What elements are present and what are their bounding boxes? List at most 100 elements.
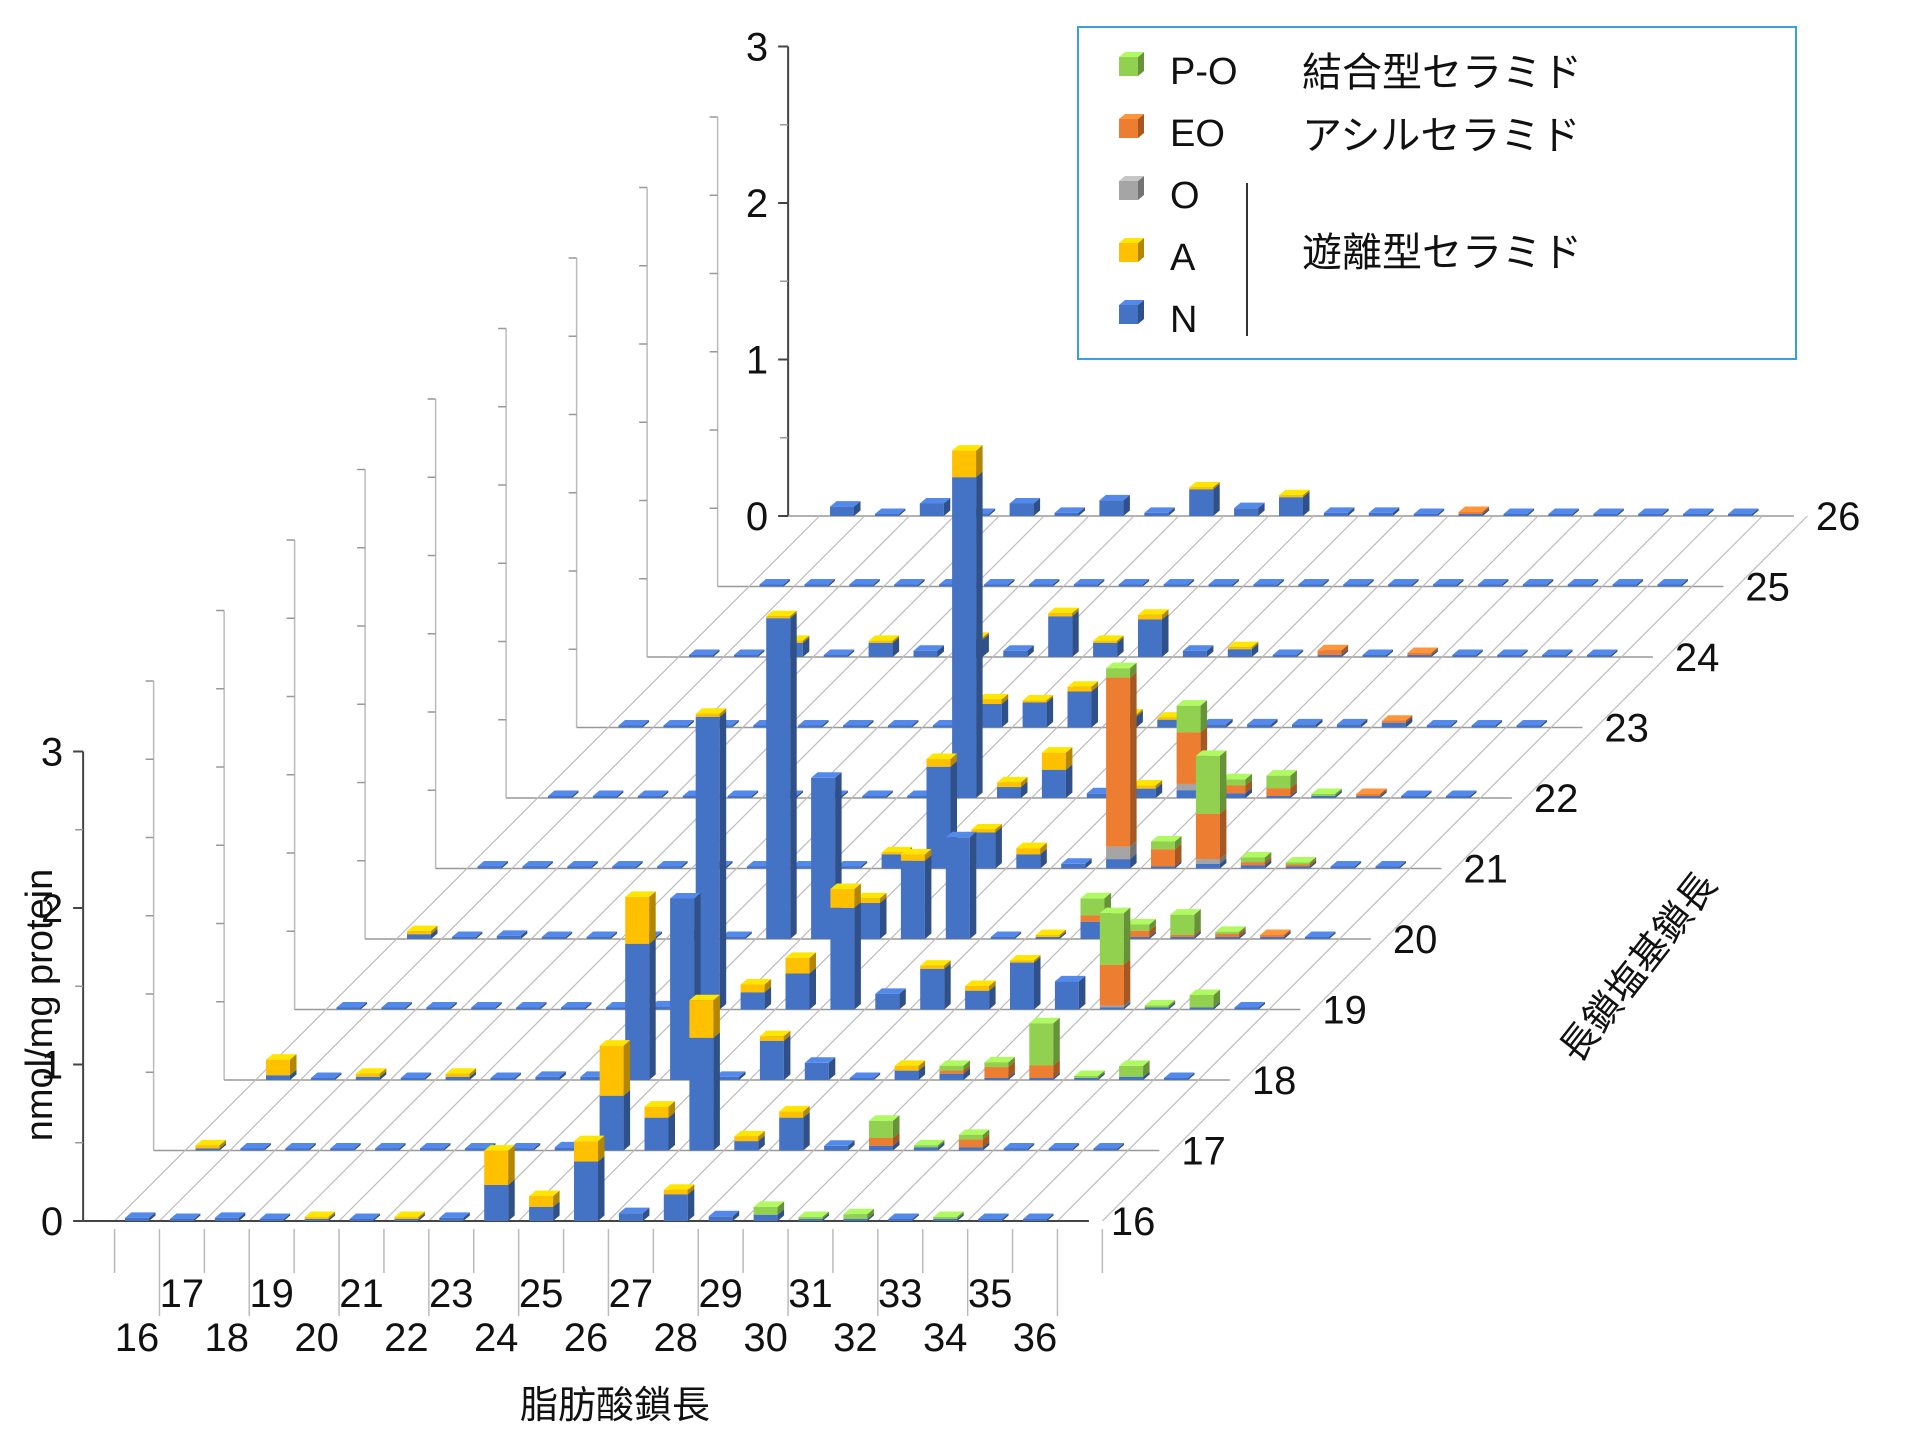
bar-segment-a bbox=[663, 1184, 695, 1195]
bar bbox=[535, 1071, 566, 1080]
bar bbox=[426, 1002, 457, 1010]
bar-segment-p-o bbox=[1125, 918, 1156, 931]
bar bbox=[1182, 645, 1214, 657]
x-axis-label: 脂肪酸鎖長 bbox=[520, 1385, 710, 1427]
bar-segment-n bbox=[874, 508, 906, 516]
bar-segment-n bbox=[1010, 957, 1041, 1010]
bar-segment-a bbox=[599, 1040, 631, 1096]
bar bbox=[1388, 579, 1419, 587]
bar-segment-n bbox=[1446, 790, 1477, 798]
bar-segment-n bbox=[804, 579, 835, 587]
bar bbox=[1164, 1072, 1195, 1080]
bar bbox=[381, 1002, 412, 1010]
bar-segment-n bbox=[1683, 508, 1714, 516]
floor-column-line bbox=[967, 515, 1674, 1222]
y-tick-label: 25 bbox=[1745, 566, 1790, 610]
bar-marks bbox=[125, 445, 1759, 1221]
bar-segment-n bbox=[349, 1213, 380, 1221]
bar-segment-a bbox=[894, 1060, 926, 1071]
bar bbox=[1035, 929, 1067, 939]
bar bbox=[798, 720, 829, 728]
bar bbox=[663, 720, 694, 728]
bar-segment-n bbox=[1548, 508, 1579, 516]
bar bbox=[919, 497, 951, 516]
bar-segment-n bbox=[830, 501, 861, 516]
bar bbox=[888, 1213, 919, 1221]
y-axis-label: 長鎖塩基鎖長 bbox=[1552, 865, 1725, 1071]
bar-segment-p-o bbox=[1221, 773, 1252, 786]
legend-label: N bbox=[1170, 299, 1197, 341]
bar bbox=[1054, 975, 1086, 1010]
bar-segment-n bbox=[477, 861, 508, 869]
x-tick-label: 20 bbox=[294, 1316, 339, 1360]
bar-segment-n bbox=[1375, 861, 1406, 869]
bar-segment-p-o bbox=[933, 1211, 964, 1219]
bar bbox=[1048, 1143, 1080, 1151]
bar bbox=[1003, 1143, 1035, 1151]
bar bbox=[1221, 773, 1252, 798]
bar bbox=[1433, 579, 1464, 587]
bar bbox=[1234, 1002, 1265, 1010]
bar-segment-n bbox=[1503, 508, 1534, 516]
bar-segment-a bbox=[785, 952, 816, 974]
bar-segment-a bbox=[1093, 635, 1124, 643]
bar-segment-n bbox=[1054, 507, 1085, 516]
bar-segment-n bbox=[599, 1090, 631, 1151]
bar bbox=[420, 1143, 451, 1151]
x-tick-label: 30 bbox=[743, 1316, 788, 1360]
x-tick-label: 25 bbox=[519, 1272, 564, 1316]
floor-column-line bbox=[652, 515, 1359, 1222]
bar bbox=[836, 861, 868, 869]
z-axis-label: nmol/mg protein bbox=[19, 869, 61, 1141]
bar bbox=[1657, 579, 1688, 587]
bar bbox=[715, 1071, 746, 1080]
bar-segment-n bbox=[259, 1213, 291, 1221]
bar-segment-n bbox=[978, 1213, 1009, 1221]
bar-segment-n bbox=[824, 1140, 855, 1151]
bar-segment-eo bbox=[1458, 506, 1490, 514]
bar-segment-n bbox=[426, 1002, 457, 1010]
bar bbox=[759, 579, 790, 587]
bar-segment-n bbox=[496, 930, 528, 939]
bar-segment-n bbox=[1516, 720, 1547, 728]
bar-segment-p-o bbox=[1189, 989, 1221, 1008]
legend-swatch bbox=[1119, 114, 1144, 138]
bar-segment-a bbox=[856, 892, 887, 904]
bar bbox=[451, 931, 483, 939]
bar bbox=[304, 1211, 336, 1221]
y-tick-label: 18 bbox=[1252, 1059, 1297, 1103]
bar bbox=[612, 861, 643, 869]
bar-segment-n bbox=[1048, 1143, 1080, 1151]
bar-segment-n bbox=[381, 1002, 412, 1010]
bar-segment-p-o bbox=[958, 1129, 990, 1140]
bar bbox=[759, 1030, 791, 1080]
bar-segment-n bbox=[1054, 975, 1086, 1010]
bar bbox=[439, 1212, 470, 1221]
bar-segment-a bbox=[1279, 489, 1310, 498]
bar bbox=[849, 1072, 881, 1080]
x-tick-label: 21 bbox=[339, 1272, 384, 1316]
bar-segment-n bbox=[849, 1072, 881, 1080]
bar bbox=[637, 790, 669, 798]
bar bbox=[1683, 508, 1714, 516]
bar-segment-a bbox=[1041, 747, 1073, 770]
bar-segment-n bbox=[721, 931, 752, 939]
z-tick-label: 3 bbox=[41, 731, 63, 775]
bar bbox=[477, 861, 508, 869]
bar bbox=[824, 1140, 855, 1151]
y-tick-label: 23 bbox=[1604, 707, 1649, 751]
bar-segment-n bbox=[1009, 497, 1041, 516]
bar-segment-n bbox=[1118, 579, 1150, 587]
bar bbox=[1381, 715, 1413, 728]
bar bbox=[1336, 718, 1368, 728]
bar bbox=[1048, 607, 1079, 657]
x-tick-label: 34 bbox=[923, 1316, 968, 1360]
bar-segment-p-o bbox=[1195, 750, 1227, 814]
z-tick-label-back: 1 bbox=[746, 339, 768, 383]
legend-label: EO bbox=[1170, 113, 1225, 155]
bar bbox=[310, 1072, 342, 1080]
bar bbox=[471, 1002, 502, 1010]
bar bbox=[798, 1211, 829, 1221]
bar bbox=[1323, 507, 1355, 516]
